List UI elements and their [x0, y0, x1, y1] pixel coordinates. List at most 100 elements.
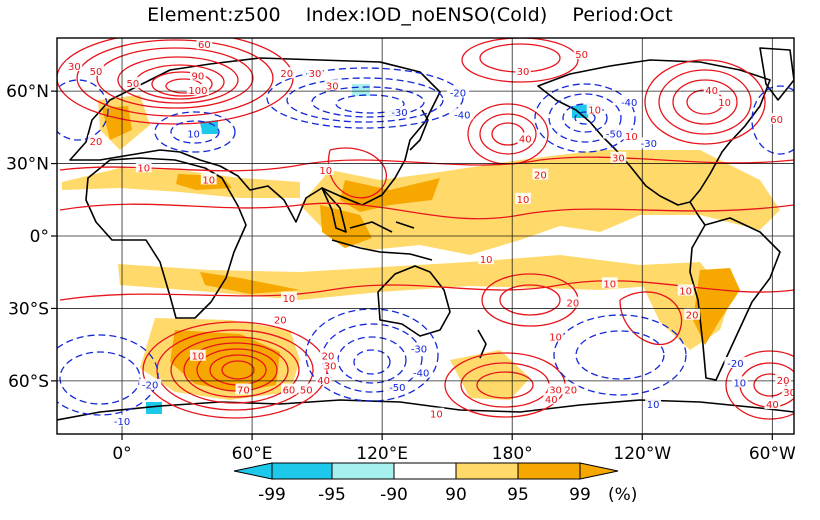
contour-label-bg — [281, 383, 297, 395]
contour-siberia-low — [266, 67, 464, 129]
contour-label: 10 — [588, 105, 601, 116]
contour-label-bg — [281, 291, 297, 303]
contour-label: 10 — [202, 175, 215, 186]
contour-label: 30 — [324, 361, 337, 372]
contour-label: 30 — [309, 69, 322, 80]
coast-greenland — [759, 47, 794, 101]
legend-label-pos95: 95 — [507, 485, 529, 505]
contour-label: -10 — [114, 417, 130, 428]
contour-label: 10 — [733, 378, 746, 389]
contour-label: -40 — [413, 369, 429, 380]
contour-label-bg — [515, 64, 531, 76]
contour-label-bg — [235, 383, 252, 395]
contour-label: 100 — [188, 86, 207, 97]
contour-label-bg — [517, 132, 534, 144]
significance-colorbar: -99 -95 -90 90 95 99 (%) — [233, 462, 637, 505]
contour-label: 20 — [90, 137, 103, 148]
contour-label: 10 — [718, 98, 731, 109]
contour-label: 30 — [68, 62, 81, 73]
contour-label: 60 — [770, 115, 783, 126]
contour-label-bg — [547, 383, 564, 395]
coast-south-america — [689, 217, 781, 381]
y-tick-label: 0° — [30, 227, 49, 247]
contour-label: 40 — [705, 86, 718, 97]
contour-label-bg — [66, 59, 83, 71]
contour-label-bg — [573, 47, 590, 59]
contour-label-bg — [88, 64, 104, 76]
contour-label: 20 — [777, 376, 790, 387]
contour-label: 70 — [237, 386, 250, 397]
contour-label-bg — [797, 89, 813, 100]
contour-label-bg — [645, 398, 662, 410]
colorbar-segment-neutral — [393, 462, 457, 480]
contour-label: 50 — [127, 79, 140, 90]
contour-label-bg — [200, 173, 217, 185]
y-axis-ticks: 60°N 30°N 0° 30°S 60°S — [6, 82, 57, 392]
contour-label: 10 — [480, 255, 493, 266]
contour-label-bg — [185, 127, 202, 139]
coast-japan — [409, 109, 429, 151]
colorbar-left-arrow — [233, 462, 273, 480]
x-tick-label: 120°W — [613, 444, 671, 464]
coast-indonesia — [331, 221, 433, 261]
contour-scandinavia-low — [154, 111, 236, 153]
contour-label-bg — [623, 130, 640, 141]
contour-label-bg — [410, 366, 433, 378]
x-tick-label: 120°E — [356, 444, 408, 464]
contour-label: 10 — [430, 410, 443, 421]
negative-contours — [57, 67, 794, 416]
contour-label-bg — [186, 84, 209, 96]
positive-contours — [57, 38, 794, 420]
contour-label: 20 — [567, 299, 580, 310]
contour-label: -50 — [606, 130, 622, 141]
contour-label: 50 — [575, 50, 588, 61]
contour-label: 20 — [280, 69, 293, 80]
contour-label-bg — [307, 67, 323, 79]
contour-label-bg — [88, 134, 104, 146]
contour-label: 20 — [564, 386, 577, 397]
contour-label: 40 — [545, 395, 558, 406]
contour-label: 10 — [517, 195, 530, 206]
colorbar-segment-pos90 — [455, 462, 519, 480]
x-axis-ticks: 0° 60°E 120°E 180° 120°W 60°W — [112, 434, 796, 464]
colorbar-right-arrow — [579, 462, 619, 480]
contour-label-bg — [189, 69, 206, 81]
contour-label-bg — [110, 414, 134, 426]
x-tick-label: 180° — [492, 444, 533, 464]
contour-amundsen-low — [553, 314, 687, 396]
legend-label-pos99: 99 — [569, 485, 591, 505]
contour-label: 20 — [809, 86, 820, 97]
contour-label-bg — [764, 398, 781, 410]
coastlines — [57, 47, 794, 421]
contour-label-bg — [451, 108, 474, 120]
sig-shade-indian-ocean — [300, 150, 780, 255]
contour-label-bg — [716, 96, 733, 108]
coast-new-zealand — [477, 329, 487, 359]
contour-label-bg — [124, 76, 141, 88]
contour-label-bg — [781, 385, 794, 397]
contour-label: -50 — [389, 383, 405, 394]
contour-label: 10 — [283, 294, 296, 305]
contour-label-bg — [478, 253, 495, 265]
y-tick-label: 30°N — [6, 155, 49, 175]
contour-label-bg — [618, 96, 641, 108]
contour-label: 40 — [519, 134, 532, 145]
contour-label-bg — [547, 330, 564, 342]
contour-label: 20 — [322, 352, 335, 363]
contour-label-bg — [189, 349, 206, 361]
sig-shade-neg-scandinavia — [200, 120, 218, 134]
contour-label: 60 — [198, 40, 211, 51]
contour-label: 20 — [274, 316, 287, 327]
coast-australia — [377, 265, 451, 337]
colorbar-segment-neg95 — [271, 462, 333, 480]
contour-label: 30 — [549, 386, 562, 397]
contour-label-bg — [407, 342, 431, 354]
contour-label: 10 — [625, 132, 638, 143]
contour-label-bg — [637, 137, 660, 149]
contour-label: -20 — [142, 381, 158, 392]
contour-label-bg — [135, 161, 152, 173]
contour-label: 40 — [798, 91, 811, 102]
contour-label-bg — [322, 359, 339, 371]
